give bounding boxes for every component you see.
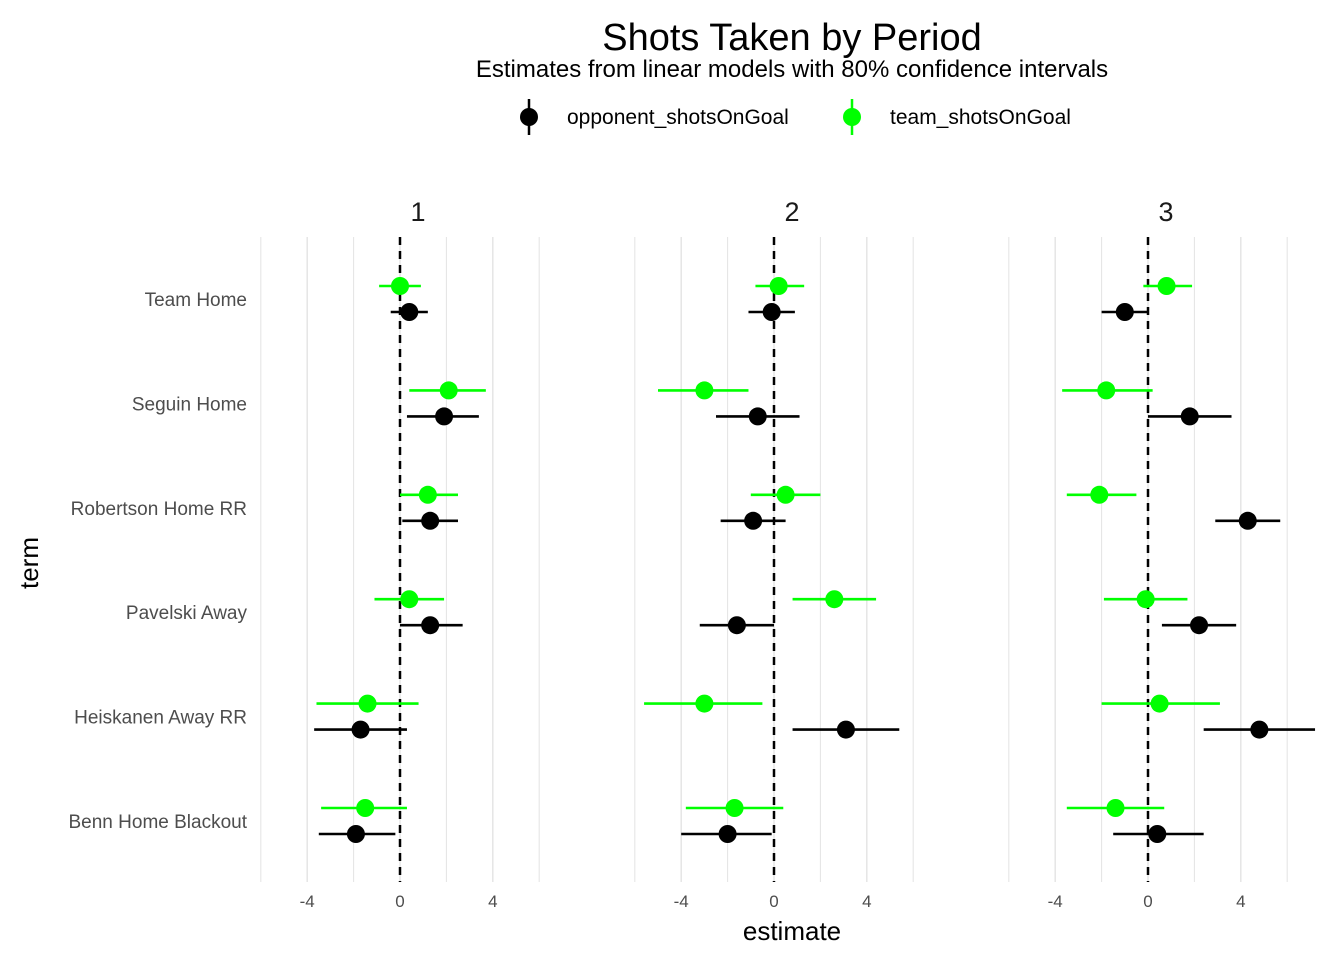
x-tick-label: 0 bbox=[769, 892, 778, 911]
y-tick-label: Heiskanen Away RR bbox=[74, 708, 247, 729]
facet-label: 1 bbox=[410, 197, 425, 227]
point-team_shotsOnGoal bbox=[1106, 799, 1125, 817]
point-opponent_shotsOnGoal bbox=[1148, 825, 1167, 843]
point-opponent_shotsOnGoal bbox=[1115, 303, 1134, 321]
y-tick-label: Robertson Home RR bbox=[71, 499, 247, 520]
y-axis-title: term bbox=[14, 537, 44, 589]
point-team_shotsOnGoal bbox=[776, 485, 795, 504]
point-team_shotsOnGoal bbox=[1090, 485, 1109, 504]
point-opponent_shotsOnGoal bbox=[718, 825, 737, 843]
facet-panel-1: 1 -4 0 4 bbox=[260, 197, 540, 911]
point-opponent_shotsOnGoal bbox=[1238, 511, 1257, 530]
point-team_shotsOnGoal bbox=[358, 694, 377, 713]
point-opponent_shotsOnGoal bbox=[421, 616, 440, 635]
legend-key-opponent-dot bbox=[520, 108, 538, 126]
point-opponent_shotsOnGoal bbox=[744, 511, 763, 530]
x-tick-label: -4 bbox=[300, 892, 315, 911]
point-team_shotsOnGoal bbox=[1097, 381, 1116, 400]
x-tick-label: 0 bbox=[395, 892, 404, 911]
facet-label: 2 bbox=[784, 197, 799, 227]
chart-title: Shots Taken by Period bbox=[602, 17, 982, 59]
point-opponent_shotsOnGoal bbox=[762, 303, 781, 321]
point-opponent_shotsOnGoal bbox=[727, 616, 746, 635]
point-team_shotsOnGoal bbox=[356, 799, 375, 817]
x-tick-label: 4 bbox=[862, 892, 871, 911]
x-tick-label: -4 bbox=[674, 892, 689, 911]
x-axis-title: estimate bbox=[743, 916, 841, 946]
y-tick-label: Team Home bbox=[145, 290, 247, 311]
point-team_shotsOnGoal bbox=[1136, 590, 1155, 609]
y-tick-label: Benn Home Blackout bbox=[69, 812, 248, 833]
point-opponent_shotsOnGoal bbox=[351, 720, 370, 739]
facet-panel-3: 3 -4 0 4 bbox=[1008, 197, 1316, 911]
point-opponent_shotsOnGoal bbox=[748, 407, 767, 426]
point-opponent_shotsOnGoal bbox=[346, 825, 365, 843]
facet-label: 3 bbox=[1158, 197, 1173, 227]
point-opponent_shotsOnGoal bbox=[435, 407, 454, 426]
facet-panel-2: 2 -4 0 4 bbox=[634, 197, 914, 911]
x-tick-label: -4 bbox=[1048, 892, 1063, 911]
point-team_shotsOnGoal bbox=[695, 381, 714, 400]
point-team_shotsOnGoal bbox=[695, 694, 714, 713]
x-tick-label: 4 bbox=[488, 892, 497, 911]
point-team_shotsOnGoal bbox=[400, 590, 419, 609]
point-team_shotsOnGoal bbox=[825, 590, 844, 609]
point-team_shotsOnGoal bbox=[1150, 694, 1169, 713]
point-opponent_shotsOnGoal bbox=[400, 303, 419, 321]
chart-subtitle: Estimates from linear models with 80% co… bbox=[476, 56, 1108, 83]
point-team_shotsOnGoal bbox=[1157, 277, 1176, 295]
point-opponent_shotsOnGoal bbox=[836, 720, 855, 739]
legend-label-team: team_shotsOnGoal bbox=[890, 106, 1071, 129]
point-opponent_shotsOnGoal bbox=[421, 511, 440, 530]
x-tick-label: 0 bbox=[1143, 892, 1152, 911]
y-tick-labels: Team Home Seguin Home Robertson Home RR Pav… bbox=[69, 290, 248, 833]
y-tick-label: Seguin Home bbox=[132, 394, 247, 415]
x-tick-label: 4 bbox=[1236, 892, 1245, 911]
legend-item-opponent: opponent_shotsOnGoal bbox=[520, 99, 789, 135]
point-team_shotsOnGoal bbox=[725, 799, 744, 817]
point-team_shotsOnGoal bbox=[418, 485, 437, 504]
legend-label-opponent: opponent_shotsOnGoal bbox=[567, 106, 789, 129]
point-team_shotsOnGoal bbox=[439, 381, 458, 400]
legend-key-team-dot bbox=[843, 108, 861, 126]
legend: opponent_shotsOnGoal team_shotsOnGoal bbox=[520, 99, 1071, 135]
point-opponent_shotsOnGoal bbox=[1190, 616, 1209, 635]
facet-panels: 1 -4 0 4 2 -4 0 4 3 -4 0 4 bbox=[260, 197, 1316, 911]
legend-item-team: team_shotsOnGoal bbox=[843, 99, 1071, 135]
point-opponent_shotsOnGoal bbox=[1180, 407, 1199, 426]
point-opponent_shotsOnGoal bbox=[1250, 720, 1269, 739]
y-tick-label: Pavelski Away bbox=[126, 603, 248, 624]
point-team_shotsOnGoal bbox=[391, 277, 409, 295]
point-team_shotsOnGoal bbox=[769, 277, 788, 295]
